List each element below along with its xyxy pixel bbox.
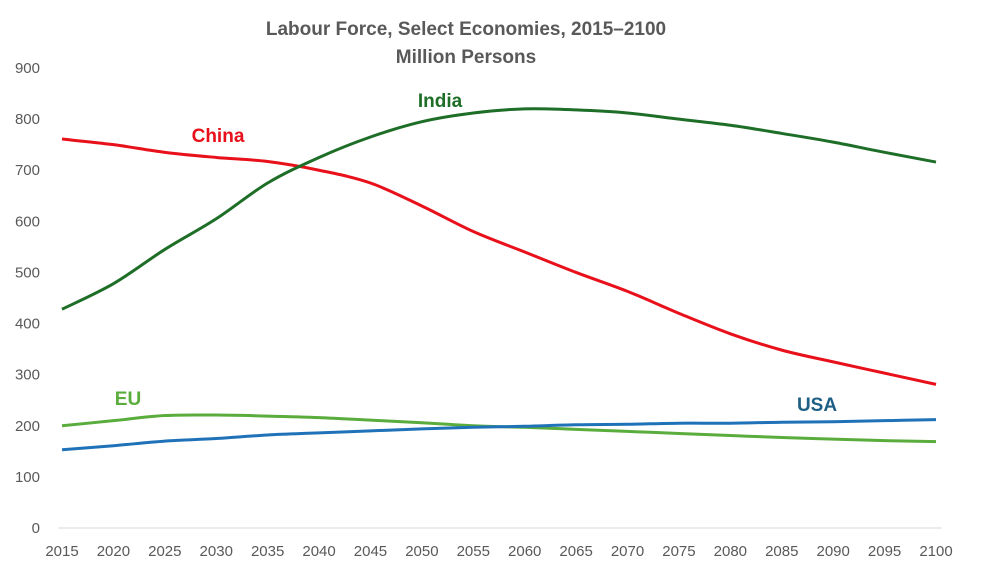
y-tick-label: 500	[15, 264, 40, 281]
x-tick-label: 2025	[148, 543, 181, 560]
y-tick-label: 300	[15, 367, 40, 384]
x-tick-label: 2015	[45, 543, 78, 560]
y-tick-label: 0	[32, 520, 40, 537]
series-line-usa	[61, 418, 937, 452]
x-tick-label: 2040	[302, 543, 335, 560]
x-tick-label: 2100	[919, 543, 952, 560]
x-tick-label: 2080	[714, 543, 747, 560]
x-tick-label: 2075	[662, 543, 695, 560]
x-tick-label: 2055	[457, 543, 490, 560]
y-tick-label: 100	[15, 469, 40, 486]
series-line-china	[61, 137, 937, 386]
x-tick-label: 2085	[765, 543, 798, 560]
y-tick-label: 800	[15, 111, 40, 128]
x-tick-label: 2065	[559, 543, 592, 560]
x-tick-label: 2035	[251, 543, 284, 560]
y-tick-label: 400	[15, 316, 40, 333]
series-label-india: India	[418, 91, 463, 112]
y-tick-label: 700	[15, 162, 40, 179]
series-label-eu: EU	[115, 389, 141, 410]
y-tick-label: 200	[15, 418, 40, 435]
x-tick-label: 2090	[816, 543, 849, 560]
x-tick-label: 2020	[97, 543, 130, 560]
x-tick-label: 2070	[611, 543, 644, 560]
y-tick-label: 600	[15, 213, 40, 230]
chart-title: Labour Force, Select Economies, 2015–210…	[266, 19, 666, 40]
x-tick-label: 2095	[868, 543, 901, 560]
x-tick-label: 2060	[508, 543, 541, 560]
series-label-usa: USA	[797, 395, 837, 416]
x-tick-label: 2050	[405, 543, 438, 560]
chart-subtitle: Million Persons	[396, 47, 536, 68]
y-tick-label: 900	[15, 60, 40, 77]
series-label-china: China	[192, 126, 245, 147]
series-line-india	[61, 107, 937, 311]
x-tick-label: 2045	[354, 543, 387, 560]
x-tick-label: 2030	[200, 543, 233, 560]
